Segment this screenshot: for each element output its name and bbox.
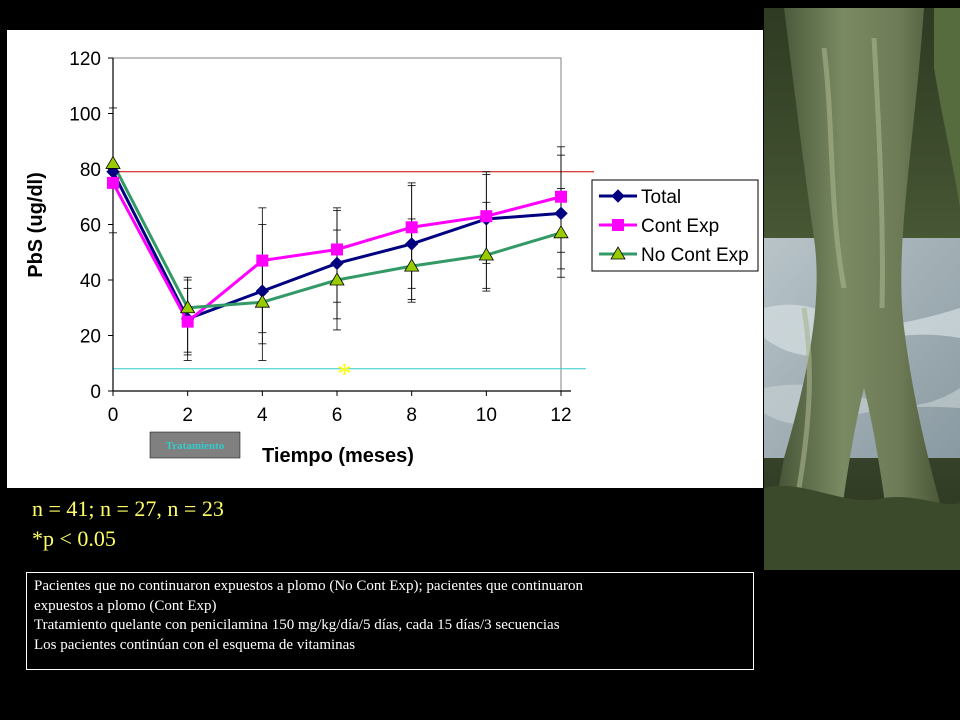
y-axis-label: PbS (ug/dl)	[25, 172, 47, 278]
x-tick-label: 10	[476, 405, 497, 426]
data-point	[256, 254, 269, 267]
chart-panel: 0 20 40 60 80 100 120 0 2 4 6 8 10 12 Tiempo (meses) Pb…	[7, 30, 763, 488]
treatment-label: Tratamiento	[166, 440, 225, 452]
note-line-4: Los pacientes continúan con el esquema d…	[34, 636, 356, 653]
x-axis-label: Tiempo (meses)	[262, 445, 414, 467]
data-point	[107, 176, 119, 189]
note-line-3: Tratamiento quelante con penicilamina 15…	[34, 617, 560, 633]
notes-box: Pacientes que no continuaron expuestos a…	[26, 572, 754, 670]
x-tick-label: 4	[257, 405, 268, 426]
data-point	[181, 315, 194, 328]
x-tick-label: 12	[550, 405, 571, 426]
sample-size-text: n = 41; n = 27, n = 23	[32, 496, 224, 521]
y-tick-label: 60	[80, 216, 101, 237]
data-point	[478, 247, 495, 261]
data-point	[254, 294, 271, 308]
data-point	[553, 225, 569, 239]
legend-label: Total	[641, 187, 681, 208]
y-tick-label: 20	[80, 327, 101, 348]
treatment-label-box	[149, 431, 241, 459]
legend-swatch-marker	[610, 246, 626, 260]
x-tick-label: 2	[182, 405, 193, 426]
data-point	[405, 221, 418, 234]
y-tick-label: 40	[80, 271, 101, 292]
data-point	[329, 272, 345, 286]
tree-photo	[764, 8, 960, 570]
sample-size-stats: n = 41; n = 27, n = 23 *p < 0.05	[32, 494, 224, 554]
x-tick-label: 8	[406, 405, 417, 426]
y-tick-label: 80	[80, 160, 101, 181]
line-chart: 0 20 40 60 80 100 120 0 2 4 6 8 10 12 Tiempo (meses) Pb…	[25, 49, 759, 467]
x-tick-label: 6	[332, 405, 343, 426]
data-point	[480, 210, 493, 223]
legend-swatch-marker	[611, 189, 625, 203]
data-point	[331, 243, 343, 256]
note-line-1: Pacientes que no continuaron expuestos a…	[34, 578, 584, 594]
significance-text: *p < 0.05	[32, 526, 116, 551]
data-point	[554, 206, 568, 221]
x-tick-label: 0	[108, 405, 119, 426]
legend-label: No Cont Exp	[641, 245, 749, 266]
y-tick-label: 100	[69, 105, 101, 126]
data-point	[179, 299, 196, 314]
data-point	[403, 258, 420, 272]
note-line-2: expuestos a plomo (Cont Exp)	[34, 597, 217, 614]
y-tick-label: 0	[90, 382, 101, 403]
data-point	[404, 237, 419, 251]
legend-swatch-marker	[612, 219, 624, 231]
data-point	[105, 155, 121, 169]
data-point	[330, 256, 344, 271]
data-point	[555, 190, 567, 203]
legend-label: Cont Exp	[641, 216, 719, 237]
y-tick-label: 120	[69, 49, 101, 70]
significance-asterisk: *	[337, 358, 352, 391]
